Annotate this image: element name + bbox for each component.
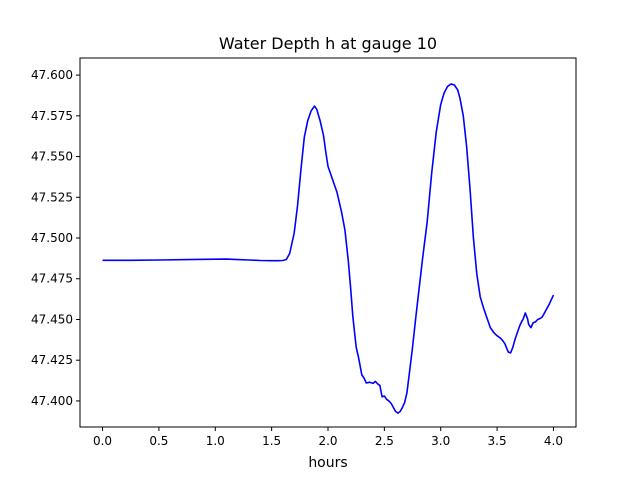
x-tick-label: 3.5 — [488, 434, 507, 448]
x-tick-label: 0.0 — [93, 434, 112, 448]
x-tick-label: 3.0 — [431, 434, 450, 448]
x-axis: 0.0 0.5 1.0 1.5 2.0 2.5 3.0 3.5 4.0 — [93, 427, 563, 448]
x-tick-label: 2.0 — [318, 434, 337, 448]
y-tick-label: 47.525 — [31, 190, 73, 204]
y-tick-label: 47.600 — [31, 68, 73, 82]
x-axis-label: hours — [308, 455, 347, 471]
x-tick-label: 2.5 — [375, 434, 394, 448]
series-line — [102, 83, 555, 414]
y-tick-label: 47.450 — [31, 312, 73, 326]
y-tick-label: 47.475 — [31, 272, 73, 286]
y-tick-label: 47.575 — [31, 109, 73, 123]
x-tick-label: 0.5 — [149, 434, 168, 448]
y-tick-label: 47.550 — [31, 150, 73, 164]
plot-area — [102, 83, 555, 414]
y-tick-label: 47.400 — [31, 394, 73, 408]
y-axis: 47.400 47.425 47.450 47.475 47.500 47.525 47.5… — [31, 68, 80, 408]
chart-title: Water Depth h at gauge 10 — [219, 34, 437, 53]
x-tick-label: 1.5 — [262, 434, 281, 448]
y-tick-label: 47.425 — [31, 353, 73, 367]
x-tick-label: 4.0 — [544, 434, 563, 448]
y-tick-label: 47.500 — [31, 231, 73, 245]
x-tick-label: 1.0 — [206, 434, 225, 448]
